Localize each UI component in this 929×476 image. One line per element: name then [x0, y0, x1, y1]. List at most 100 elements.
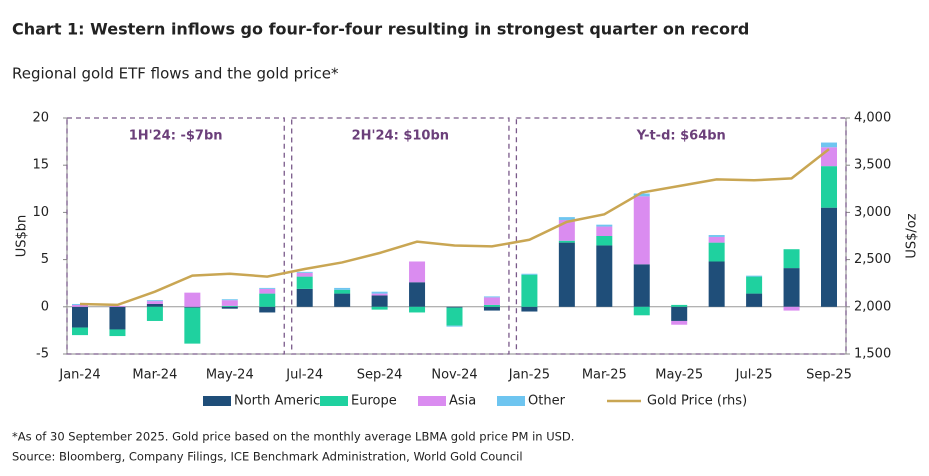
- bar: [671, 320, 688, 325]
- bar: [72, 304, 88, 307]
- period-label: 2H'24: $10bn: [352, 129, 449, 144]
- bar: [633, 264, 650, 307]
- bar: [521, 274, 538, 307]
- x-tick-label: Sep-24: [357, 368, 403, 383]
- bar: [821, 142, 837, 148]
- x-tick-label: Nov-24: [431, 368, 477, 383]
- bar: [334, 289, 351, 294]
- legend-swatch: [497, 396, 525, 406]
- x-tick-label: Mar-24: [132, 368, 177, 383]
- legend-label: Asia: [449, 394, 476, 409]
- bar: [483, 304, 500, 307]
- x-tick-label: May-25: [655, 368, 703, 383]
- bar: [259, 288, 276, 294]
- bar: [821, 207, 837, 307]
- bar: [446, 306, 463, 308]
- period-box: [515, 117, 847, 355]
- bar: [221, 299, 238, 301]
- bar: [633, 306, 650, 316]
- bar: [483, 297, 500, 305]
- y-tick-label: 10: [32, 205, 49, 220]
- bar: [633, 193, 650, 197]
- y-tick-label: 5: [41, 252, 49, 267]
- bar: [334, 287, 351, 290]
- bar: [446, 325, 463, 327]
- y2-tick-label: 3,500: [854, 158, 891, 173]
- bar: [146, 300, 163, 302]
- bar: [821, 166, 837, 208]
- legend-swatch: [320, 396, 348, 406]
- x-tick-label: Jul-25: [735, 368, 773, 383]
- x-tick-label: Jan-25: [508, 368, 550, 383]
- y2-tick-label: 1,500: [854, 347, 891, 362]
- legend-swatch: [418, 396, 446, 406]
- bar: [146, 301, 163, 304]
- period-box: [291, 117, 510, 355]
- bar: [596, 245, 613, 307]
- bar: [221, 300, 238, 306]
- legend-label: North America: [234, 394, 328, 409]
- chart-subtitle: Regional gold ETF flows and the gold pri…: [12, 65, 339, 83]
- bar: [371, 295, 388, 307]
- bar: [259, 306, 276, 313]
- bar: [596, 224, 613, 227]
- chart-title: Chart 1: Western inflows go four-for-fou…: [12, 20, 749, 39]
- bar: [72, 327, 88, 336]
- bar: [746, 293, 763, 307]
- bar: [558, 242, 575, 307]
- x-tick-label: Jan-24: [58, 368, 100, 383]
- y2-axis-label: US$/oz: [905, 213, 920, 258]
- y-tick-label: 0: [41, 299, 49, 314]
- bar: [371, 291, 388, 294]
- bar: [596, 226, 613, 236]
- x-tick-label: May-24: [206, 368, 254, 383]
- bar: [558, 217, 575, 220]
- bar: [296, 276, 313, 289]
- legend-label: Gold Price (rhs): [647, 394, 747, 409]
- bar: [746, 276, 763, 294]
- y-tick-label: 15: [32, 158, 49, 173]
- bar: [109, 329, 126, 337]
- bar: [446, 307, 463, 326]
- source: Source: Bloomberg, Company Filings, ICE …: [12, 450, 523, 464]
- period-label: Y-t-d: $64bn: [636, 129, 726, 144]
- bar: [633, 196, 650, 265]
- period-label: 1H'24: -$7bn: [129, 129, 223, 144]
- bar: [296, 272, 313, 277]
- y-tick-label: 20: [32, 111, 49, 126]
- period-box: [66, 117, 285, 355]
- bar: [596, 236, 613, 246]
- bar: [671, 304, 688, 307]
- bar: [708, 242, 725, 262]
- bar: [783, 306, 800, 311]
- bar: [296, 288, 313, 307]
- bar: [409, 261, 426, 283]
- bar: [184, 292, 201, 307]
- footnote: *As of 30 September 2025. Gold price bas…: [12, 430, 574, 444]
- bar: [371, 306, 388, 310]
- bar: [109, 306, 126, 330]
- x-tick-label: Jul-24: [285, 368, 323, 383]
- y-axis-label: US$bn: [15, 215, 30, 258]
- bar: [483, 296, 500, 298]
- bar: [72, 306, 88, 328]
- y2-tick-label: 2,000: [854, 299, 891, 314]
- y2-tick-label: 2,500: [854, 252, 891, 267]
- bar: [146, 306, 163, 321]
- bar: [409, 306, 426, 313]
- bar: [521, 273, 538, 275]
- legend-label: Europe: [351, 394, 397, 409]
- bar: [184, 306, 201, 308]
- bar: [558, 219, 575, 241]
- bar: [146, 303, 163, 307]
- y2-tick-label: 3,000: [854, 205, 891, 220]
- legend-label: Other: [528, 394, 566, 409]
- bar: [558, 240, 575, 243]
- bar: [334, 293, 351, 307]
- bar: [221, 305, 238, 307]
- bar: [521, 306, 538, 312]
- bar: [371, 293, 388, 296]
- bar: [746, 275, 763, 277]
- bar: [109, 305, 126, 307]
